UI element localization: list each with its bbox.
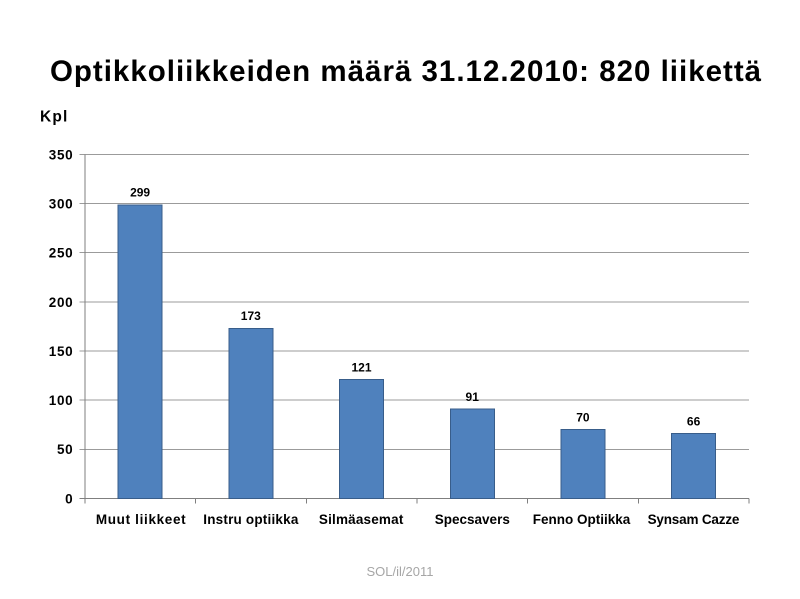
svg-text:Optikkoliikkeiden määrä 31.12.: Optikkoliikkeiden määrä 31.12.2010: 820 … <box>50 55 762 88</box>
svg-text:Instru optiikka: Instru optiikka <box>203 512 299 527</box>
svg-text:Kpl: Kpl <box>40 109 69 126</box>
svg-text:Synsam Cazze: Synsam Cazze <box>648 512 740 527</box>
svg-text:300: 300 <box>49 197 74 212</box>
svg-text:100: 100 <box>49 393 74 408</box>
svg-text:0: 0 <box>65 491 73 506</box>
svg-text:250: 250 <box>49 246 74 261</box>
svg-text:SOL/il/2011: SOL/il/2011 <box>367 564 434 579</box>
svg-text:350: 350 <box>49 147 74 162</box>
svg-text:66: 66 <box>687 414 701 428</box>
svg-text:Fenno Optiikka: Fenno Optiikka <box>533 512 631 527</box>
svg-text:150: 150 <box>49 344 74 359</box>
svg-text:200: 200 <box>49 295 74 310</box>
svg-text:Specsavers: Specsavers <box>435 512 510 527</box>
svg-text:91: 91 <box>466 390 480 404</box>
svg-text:70: 70 <box>576 410 590 424</box>
svg-text:Muut liikkeet: Muut liikkeet <box>96 512 186 527</box>
svg-text:121: 121 <box>351 360 371 374</box>
svg-text:173: 173 <box>241 309 261 323</box>
svg-text:50: 50 <box>57 442 73 457</box>
svg-text:Silmäasemat: Silmäasemat <box>319 512 404 527</box>
svg-text:299: 299 <box>130 186 150 200</box>
